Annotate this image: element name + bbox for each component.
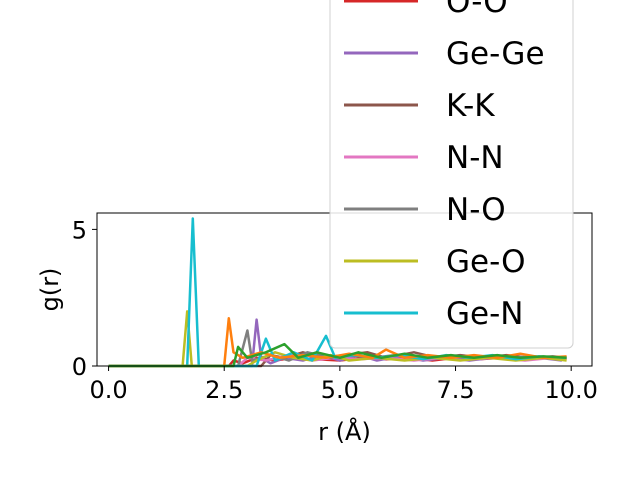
legend: O-O Ge-Ge K-K N-N N-O Ge-O Ge-N bbox=[329, 0, 574, 349]
x-tick-label: 5.0 bbox=[321, 376, 359, 404]
series-line-unlabeled-7 bbox=[108, 316, 567, 368]
legend-entry-ge-n: Ge-N bbox=[446, 296, 523, 332]
x-tick-label: 2.5 bbox=[205, 376, 243, 404]
legend-entry-ge-o: Ge-O bbox=[446, 244, 526, 280]
legend-entry-n-o: N-O bbox=[446, 192, 506, 228]
x-tick-label: 7.5 bbox=[436, 376, 474, 404]
legend-entry-k-k: K-K bbox=[446, 88, 495, 124]
legend-entry-n-n: N-N bbox=[446, 140, 504, 176]
y-tick-label: 5 bbox=[72, 216, 87, 244]
legend-entry-o-o: O-O bbox=[446, 0, 508, 20]
x-axis-label: r (Å) bbox=[318, 417, 371, 446]
axis-ticks: 0.0 2.5 5.0 7.5 10.0 0 5 bbox=[72, 216, 598, 404]
y-axis-label: g(r) bbox=[36, 268, 64, 312]
x-tick-label: 0.0 bbox=[89, 376, 127, 404]
series-line-unlabeled-8 bbox=[108, 342, 567, 368]
y-tick-label: 0 bbox=[72, 353, 87, 381]
legend-entry-ge-ge: Ge-Ge bbox=[446, 36, 545, 72]
x-tick-label: 10.0 bbox=[544, 376, 597, 404]
